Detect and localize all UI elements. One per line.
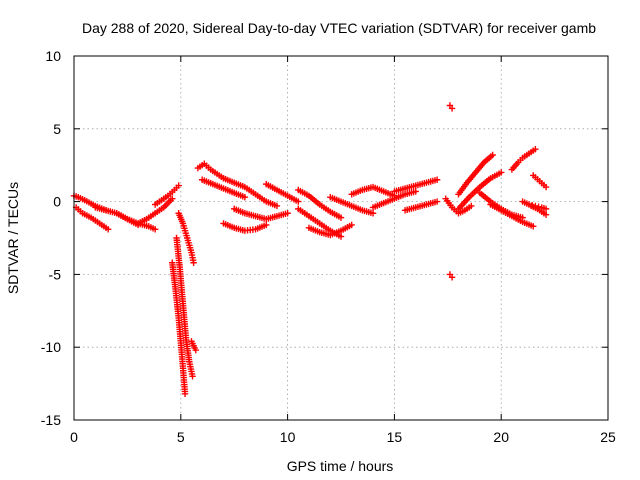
series-track-21 (348, 183, 398, 199)
x-tick-label: 5 (177, 429, 185, 445)
data-point (348, 221, 355, 229)
data-point (448, 274, 456, 281)
series-track-02 (72, 204, 112, 233)
series-track-33 (530, 172, 550, 191)
series-track-05 (134, 195, 176, 227)
series-track-10 (188, 338, 199, 354)
data-point (433, 176, 441, 183)
data-point (337, 214, 345, 221)
series-track-14 (231, 205, 291, 223)
series-track-34 (446, 102, 456, 112)
data-point (412, 188, 419, 195)
series-track-13 (220, 175, 281, 210)
data-point (542, 183, 550, 191)
y-tick-label: -5 (49, 266, 62, 282)
data-point (369, 210, 377, 217)
series-track-15 (220, 220, 270, 234)
series-track-17 (295, 186, 345, 221)
data-point (104, 226, 112, 233)
axis-ticks (73, 55, 609, 421)
data-point (468, 202, 475, 210)
series-track-20 (327, 194, 377, 217)
series-track-29 (487, 201, 537, 230)
y-axis-label: SDTVAR / TECUs (5, 182, 21, 294)
y-tick-label: 0 (53, 194, 61, 210)
data-point (337, 233, 345, 240)
series-track-27 (455, 169, 505, 213)
data-point (448, 105, 456, 112)
y-tick-labels: -15 -10 -5 0 5 10 (41, 48, 61, 428)
series-track-19 (305, 221, 355, 239)
data-point (284, 210, 291, 217)
series-track-22 (369, 188, 419, 211)
x-tick-label: 10 (280, 429, 296, 445)
data-point (263, 221, 270, 229)
data-point (169, 195, 176, 202)
data-point (295, 198, 302, 205)
data-point (530, 223, 537, 230)
data-point (498, 169, 505, 176)
series-track-32 (527, 202, 550, 218)
x-tick-label: 25 (600, 429, 616, 445)
plot-frame (73, 55, 609, 421)
data-point (181, 390, 189, 397)
data-point (189, 373, 196, 380)
series-track-18 (295, 205, 345, 240)
y-tick-label: -15 (41, 412, 61, 428)
data-point (489, 151, 496, 159)
data-point (542, 211, 550, 218)
data-point (190, 259, 197, 266)
series-track-12 (198, 176, 249, 201)
series-track-16 (263, 180, 302, 205)
data-point (192, 346, 199, 354)
x-tick-label: 20 (493, 429, 509, 445)
series-track-35 (446, 271, 456, 281)
series-track-30 (508, 145, 539, 173)
data-point (542, 205, 550, 213)
y-tick-label: 10 (45, 48, 61, 64)
y-tick-label: -10 (41, 339, 61, 355)
series-track-08 (173, 234, 196, 380)
data-points (70, 102, 550, 397)
data-point (241, 194, 249, 201)
series-track-25 (442, 195, 475, 217)
series-track-09 (175, 210, 197, 266)
series-track-24 (401, 198, 441, 214)
x-tick-labels: 0 5 10 15 20 25 (70, 429, 616, 445)
data-point (151, 226, 159, 233)
y-tick-label: 5 (53, 121, 61, 137)
series-track-06 (151, 182, 182, 208)
x-axis-label: GPS time / hours (287, 458, 394, 474)
series-track-26 (455, 151, 496, 198)
x-tick-label: 15 (387, 429, 403, 445)
data-point (273, 202, 281, 210)
series-track-23 (391, 176, 441, 195)
data-point (532, 145, 539, 153)
x-tick-label: 0 (70, 429, 78, 445)
chart-title: Day 288 of 2020, Sidereal Day-to-day VTE… (82, 20, 596, 36)
series-track-07 (169, 259, 189, 397)
data-point (175, 182, 182, 189)
data-point (433, 198, 441, 205)
